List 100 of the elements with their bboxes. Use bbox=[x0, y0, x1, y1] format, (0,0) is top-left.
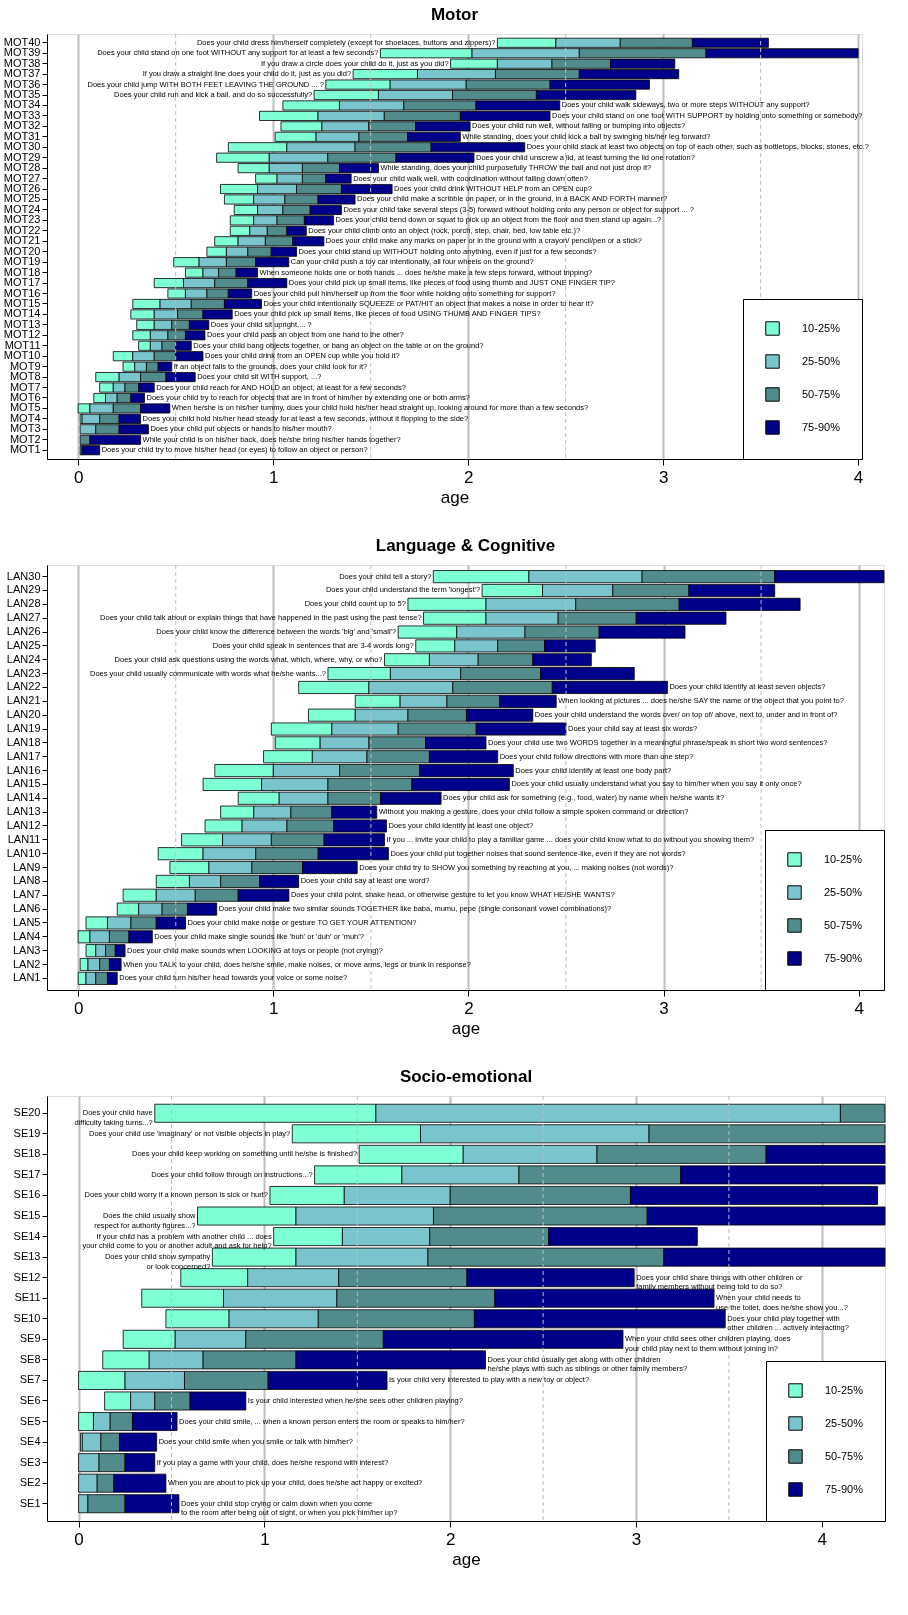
x-tick-label: 0 bbox=[74, 1529, 84, 1549]
y-tick-label: LAN15 bbox=[6, 777, 41, 790]
y-tick-label: LAN17 bbox=[6, 749, 41, 762]
y-tick-label: LAN14 bbox=[6, 791, 41, 804]
x-tick-label: 4 bbox=[853, 467, 864, 487]
y-tick-label: LAN12 bbox=[6, 818, 41, 831]
y-tick-label: MOT4 bbox=[9, 411, 41, 424]
x-tick-label: 3 bbox=[658, 467, 669, 487]
y-tick-label: MOT13 bbox=[3, 317, 41, 330]
y-tick-label: SE19 bbox=[13, 1126, 41, 1139]
y-tick-label: SE16 bbox=[13, 1188, 41, 1201]
y-tick-label: SE7 bbox=[19, 1373, 41, 1386]
x-tick-label: 0 bbox=[73, 998, 84, 1018]
y-tick-label: LAN1 bbox=[12, 971, 41, 984]
y-tick-label: MOT15 bbox=[3, 296, 41, 309]
y-tick-label: LAN27 bbox=[6, 611, 41, 624]
x-axis-title: age bbox=[452, 1549, 481, 1569]
y-tick-label: MOT39 bbox=[3, 46, 41, 59]
y-tick-label: MOT24 bbox=[3, 202, 41, 215]
y-tick-label: SE2 bbox=[19, 1476, 41, 1489]
legend-label: 10-25% bbox=[825, 1383, 864, 1396]
y-tick-label: MOT10 bbox=[3, 349, 41, 362]
x-axis-title: age bbox=[451, 1018, 481, 1038]
legend-label: 25-50% bbox=[825, 1416, 864, 1429]
y-tick-label: MOT23 bbox=[3, 213, 41, 226]
y-tick-label: MOT30 bbox=[3, 140, 41, 153]
y-tick-label: LAN3 bbox=[12, 943, 41, 956]
y-tick-label: MOT26 bbox=[3, 182, 41, 195]
y-tick-label: SE17 bbox=[13, 1167, 41, 1180]
legend-label: 75-90% bbox=[802, 420, 841, 433]
y-tick-label: MOT19 bbox=[3, 255, 41, 268]
x-axis-title: age bbox=[440, 487, 470, 507]
x-tick-label: 0 bbox=[73, 467, 84, 487]
y-tick-label: MOT12 bbox=[3, 328, 41, 341]
x-tick-label: 1 bbox=[260, 1529, 270, 1549]
y-tick-label: MOT36 bbox=[3, 77, 41, 90]
y-tick-label: LAN8 bbox=[12, 874, 41, 887]
legend-label: 75-90% bbox=[824, 951, 863, 964]
y-tick-label: MOT9 bbox=[9, 359, 41, 372]
y-tick-label: SE20 bbox=[13, 1106, 41, 1119]
legend-label: 50-75% bbox=[825, 1449, 864, 1462]
y-tick-label: MOT40 bbox=[3, 35, 41, 48]
y-tick-label: SE12 bbox=[13, 1270, 41, 1283]
y-tick-label: LAN13 bbox=[6, 805, 41, 818]
legend-label: 25-50% bbox=[824, 885, 863, 898]
y-tick-label: MOT25 bbox=[3, 192, 41, 205]
y-tick-label: SE1 bbox=[19, 1496, 41, 1509]
legend-label: 25-50% bbox=[802, 354, 841, 367]
y-tick-label: LAN9 bbox=[12, 860, 41, 873]
y-tick-label: MOT27 bbox=[3, 171, 41, 184]
y-tick-label: MOT37 bbox=[3, 67, 41, 80]
legend-label: 50-75% bbox=[824, 918, 863, 931]
y-tick-label: SE3 bbox=[19, 1455, 41, 1468]
y-tick-label: MOT5 bbox=[9, 401, 41, 414]
x-tick-label: 3 bbox=[659, 998, 669, 1018]
y-tick-label: MOT20 bbox=[3, 244, 41, 257]
y-tick-label: SE11 bbox=[14, 1291, 41, 1304]
y-tick-label: LAN24 bbox=[6, 652, 41, 665]
y-tick-label: SE4 bbox=[19, 1435, 41, 1448]
y-tick-label: LAN22 bbox=[6, 680, 41, 693]
y-tick-label: SE9 bbox=[19, 1332, 41, 1345]
y-tick-label: LAN23 bbox=[6, 666, 41, 679]
x-tick-label: 2 bbox=[445, 1529, 456, 1549]
y-tick-label: LAN4 bbox=[12, 929, 41, 942]
x-tick-label: 1 bbox=[268, 467, 279, 487]
chart-title: Socio-emotional bbox=[399, 1066, 533, 1086]
y-tick-label: MOT16 bbox=[3, 286, 41, 299]
y-tick-label: LAN16 bbox=[6, 763, 41, 776]
y-tick-label: LAN26 bbox=[6, 625, 41, 638]
y-tick-label: SE18 bbox=[13, 1147, 41, 1160]
y-tick-label: LAN25 bbox=[6, 638, 41, 651]
legend-label: 50-75% bbox=[802, 387, 841, 400]
x-tick-label: 4 bbox=[817, 1529, 828, 1549]
y-tick-label: SE13 bbox=[13, 1250, 41, 1263]
y-tick-label: SE10 bbox=[13, 1311, 41, 1324]
y-tick-label: MOT34 bbox=[3, 98, 41, 111]
y-tick-label: MOT2 bbox=[9, 432, 41, 445]
y-tick-label: LAN5 bbox=[12, 915, 41, 928]
y-tick-label: LAN10 bbox=[6, 846, 41, 859]
y-tick-label: LAN20 bbox=[6, 708, 41, 721]
x-tick-label: 4 bbox=[854, 998, 864, 1018]
y-tick-label: LAN2 bbox=[12, 957, 41, 970]
y-tick-label: LAN21 bbox=[6, 694, 41, 707]
y-tick-label: LAN7 bbox=[12, 888, 41, 901]
y-tick-label: LAN30 bbox=[6, 569, 41, 582]
y-tick-label: MOT18 bbox=[3, 265, 41, 278]
y-tick-label: SE15 bbox=[13, 1209, 41, 1222]
y-tick-label: SE6 bbox=[19, 1393, 41, 1406]
y-tick-label: LAN28 bbox=[6, 597, 41, 610]
chart-title: Language & Cognitive bbox=[375, 535, 556, 555]
x-tick-label: 1 bbox=[269, 998, 279, 1018]
y-tick-label: LAN29 bbox=[6, 583, 41, 596]
x-tick-label: 2 bbox=[463, 467, 474, 487]
y-tick-label: MOT17 bbox=[3, 276, 41, 289]
y-tick-label: MOT11 bbox=[4, 338, 41, 351]
x-tick-label: 3 bbox=[631, 1529, 642, 1549]
y-tick-label: SE8 bbox=[19, 1352, 41, 1365]
legend-label: 75-90% bbox=[825, 1482, 864, 1495]
y-tick-label: MOT3 bbox=[9, 422, 41, 435]
y-tick-label: LAN18 bbox=[6, 735, 41, 748]
